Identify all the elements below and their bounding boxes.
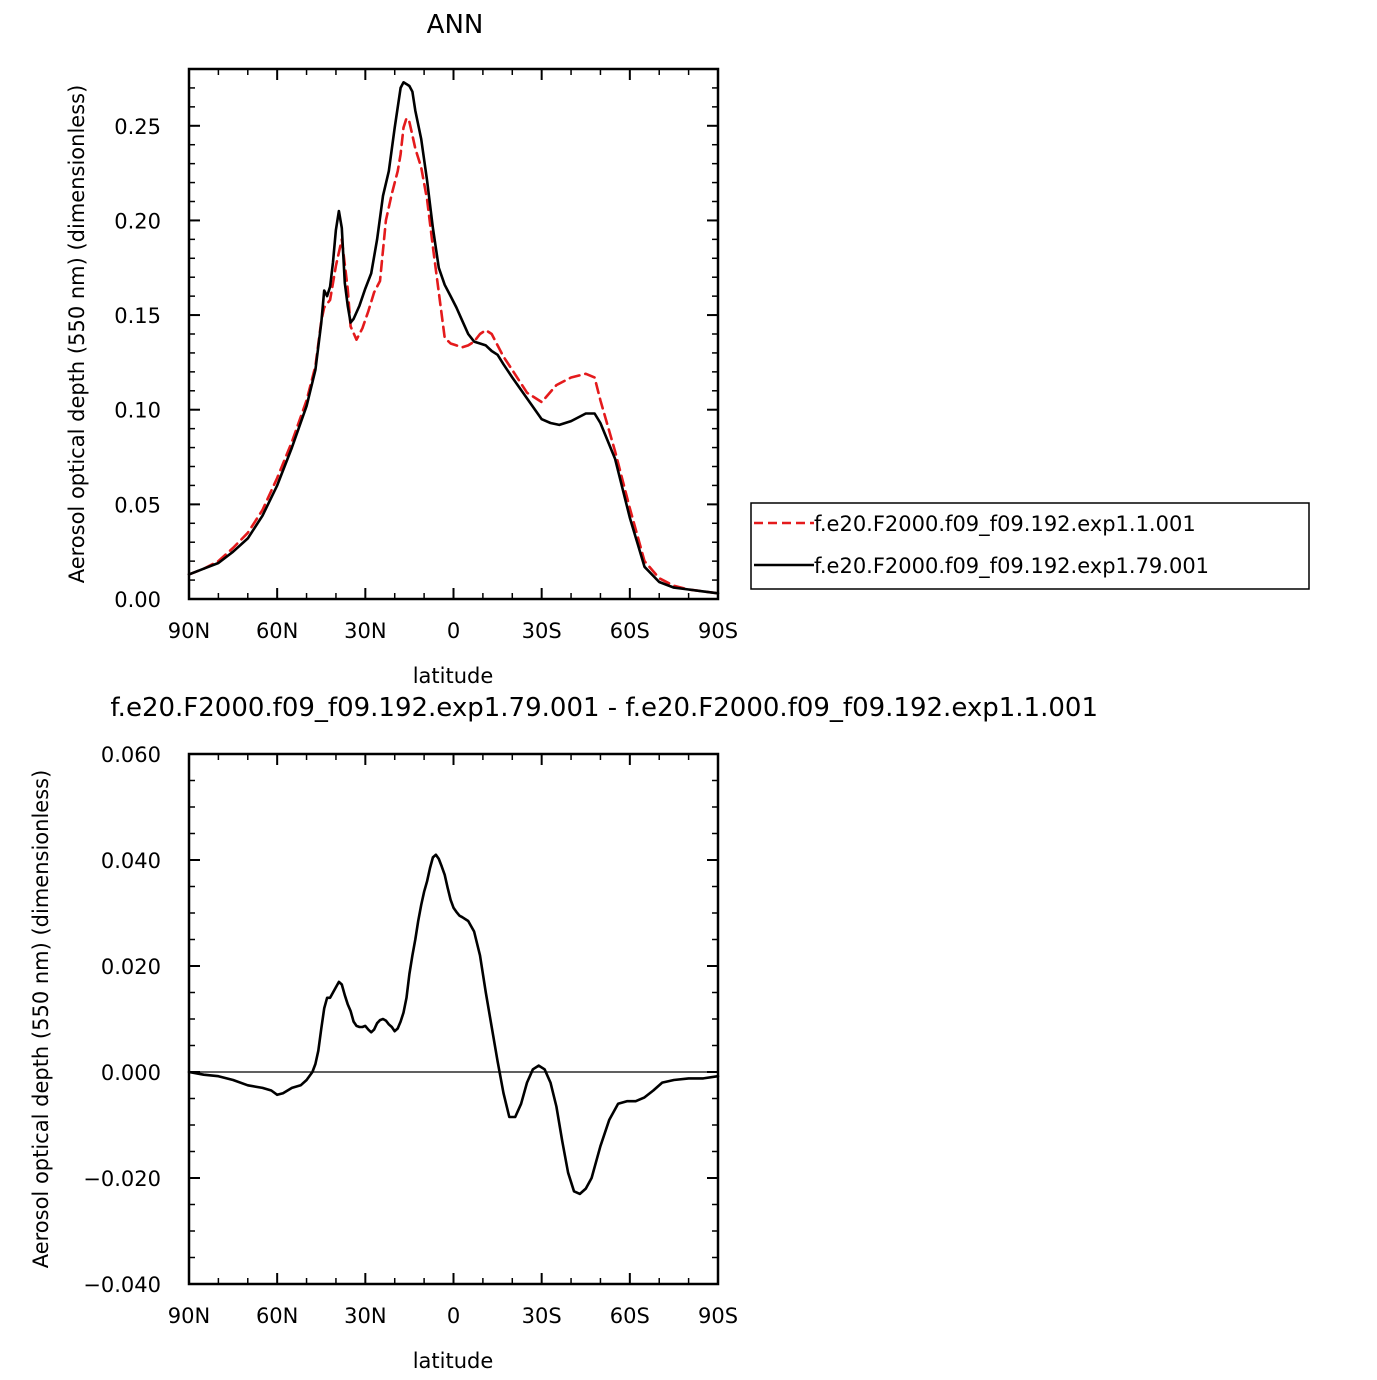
bottom-x-tick-label: 30N xyxy=(344,1304,386,1328)
top-x-tick-label: 60N xyxy=(256,619,298,643)
top-panel: ANN 90N 60N 30N 0 30S 60S 90S 0.00 0.05 0.10 0.15 0… xyxy=(65,10,1310,688)
top-panel-series xyxy=(187,81,720,595)
top-y-tick-label: 0.25 xyxy=(114,115,161,139)
bottom-panel-series xyxy=(187,853,720,1196)
top-plot-frame xyxy=(187,67,720,601)
top-y-axis-label: Aerosol optical depth (550 nm) (dimensio… xyxy=(65,85,89,584)
bottom-x-axis-label: latitude xyxy=(413,1349,494,1373)
legend-box xyxy=(750,502,1310,590)
bottom-panel: f.e20.F2000.f09_f09.192.exp1.79.001 - f.… xyxy=(29,693,1098,1373)
bottom-x-tick-label: 90N xyxy=(168,1304,210,1328)
bottom-x-tick-label: 0 xyxy=(447,1304,460,1328)
top-panel-title: ANN xyxy=(427,10,484,40)
top-x-tick-label: 30N xyxy=(344,619,386,643)
top-x-tick-label: 90N xyxy=(168,619,210,643)
legend: f.e20.F2000.f09_f09.192.exp1.1.001 f.e20… xyxy=(750,502,1310,590)
bottom-y-tick-label: 0.040 xyxy=(101,849,161,873)
top-x-axis-label: latitude xyxy=(413,664,494,688)
bottom-panel-ticks: 90N 60N 30N 0 30S 60S 90S −0.040 −0.020 0.000 0.02… xyxy=(83,743,738,1328)
bottom-y-tick-label: 0.000 xyxy=(101,1061,161,1085)
bottom-plot-frame xyxy=(187,752,720,1286)
bottom-x-tick-label: 60N xyxy=(256,1304,298,1328)
legend-label-exp1-79: f.e20.F2000.f09_f09.192.exp1.79.001 xyxy=(814,554,1209,579)
bottom-y-tick-label: −0.040 xyxy=(83,1273,161,1297)
top-y-tick-label: 0.20 xyxy=(114,209,161,233)
bottom-panel-title: f.e20.F2000.f09_f09.192.exp1.79.001 - f.… xyxy=(110,693,1098,723)
top-x-tick-label: 60S xyxy=(610,619,650,643)
top-y-tick-label: 0.15 xyxy=(114,304,161,328)
bottom-y-tick-label: −0.020 xyxy=(83,1167,161,1191)
bottom-y-axis-label: Aerosol optical depth (550 nm) (dimensio… xyxy=(29,770,53,1269)
top-series-line-1 xyxy=(187,81,720,595)
bottom-x-tick-label: 30S xyxy=(522,1304,562,1328)
top-x-tick-label: 30S xyxy=(522,619,562,643)
bottom-series-line-0 xyxy=(187,853,720,1196)
top-y-tick-label: 0.05 xyxy=(114,493,161,517)
bottom-x-tick-label: 90S xyxy=(698,1304,738,1328)
bottom-y-tick-label: 0.020 xyxy=(101,955,161,979)
top-x-tick-label: 90S xyxy=(698,619,738,643)
top-y-tick-label: 0.00 xyxy=(114,588,161,612)
bottom-x-tick-label: 60S xyxy=(610,1304,650,1328)
top-series-line-0 xyxy=(187,116,720,595)
top-x-tick-label: 0 xyxy=(447,619,460,643)
bottom-y-tick-label: 0.060 xyxy=(101,743,161,767)
legend-label-exp1-1: f.e20.F2000.f09_f09.192.exp1.1.001 xyxy=(814,512,1196,537)
top-y-tick-label: 0.10 xyxy=(114,399,161,423)
